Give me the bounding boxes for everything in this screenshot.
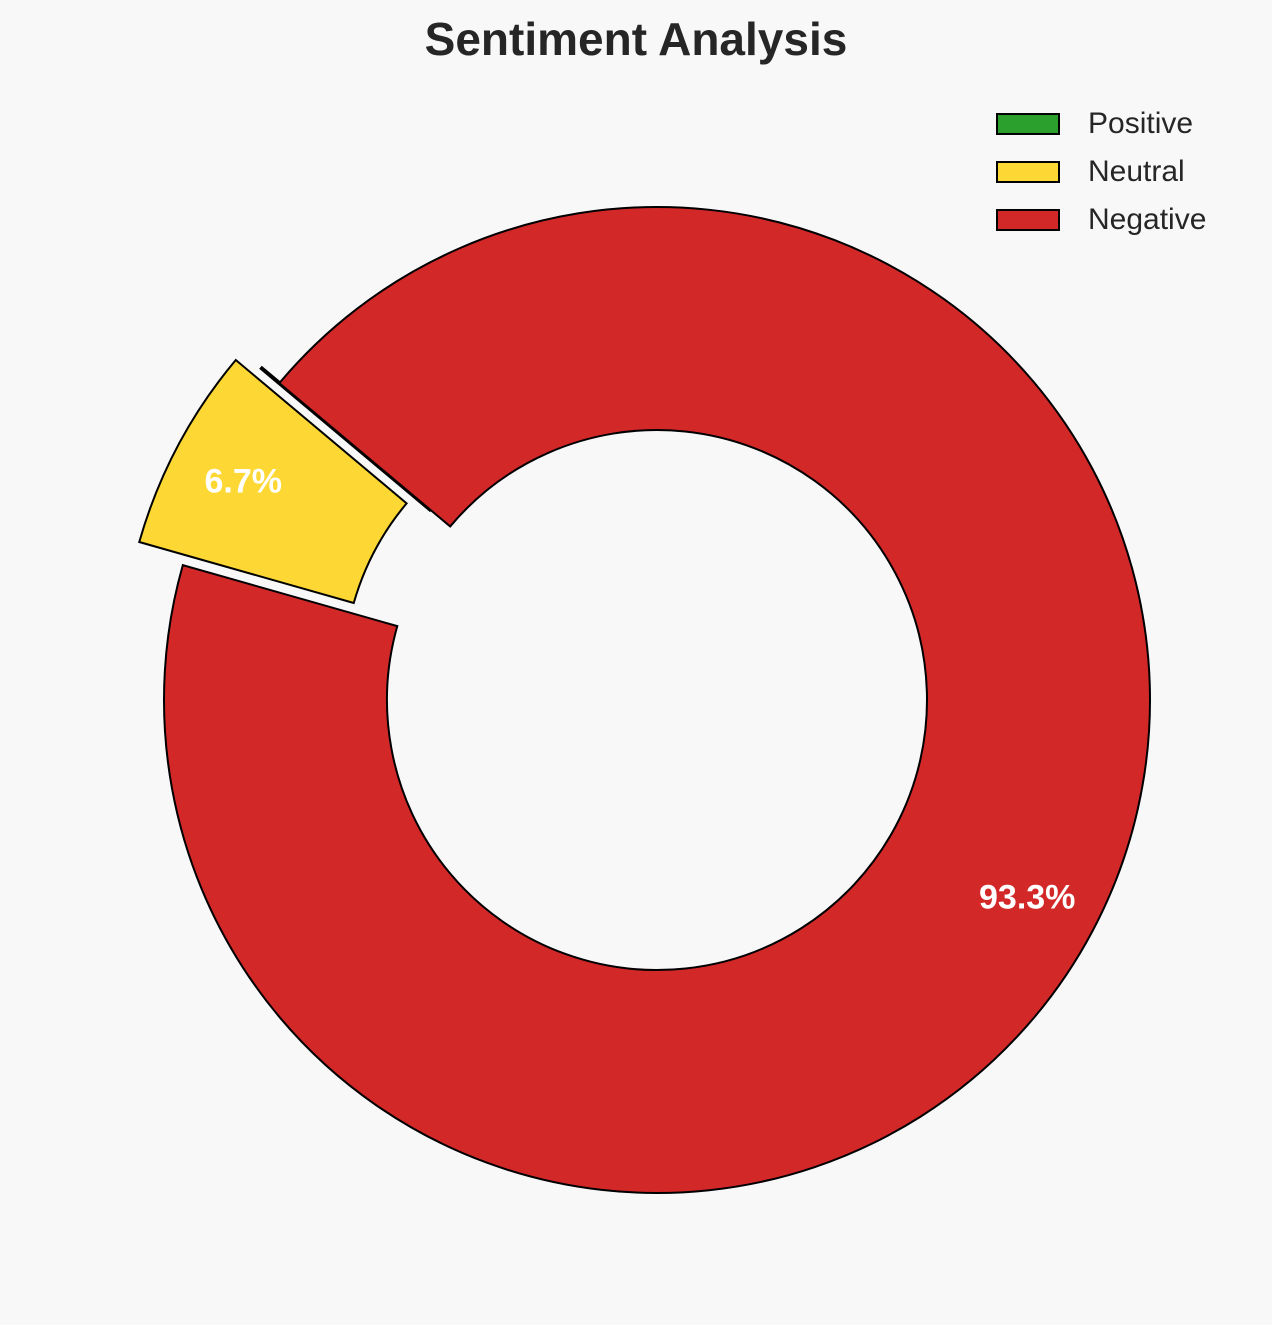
legend-swatch-neutral [996, 161, 1060, 183]
legend-item-neutral: Neutral [996, 148, 1206, 196]
legend-label: Positive [1088, 107, 1194, 140]
legend-label: Neutral [1088, 155, 1185, 188]
legend: Positive Neutral Negative [996, 100, 1206, 244]
legend-swatch-negative [996, 209, 1060, 231]
slice-label-neutral: 6.7% [204, 463, 282, 501]
legend-item-positive: Positive [996, 100, 1206, 148]
legend-item-negative: Negative [996, 196, 1206, 244]
slice-label-negative: 93.3% [979, 878, 1075, 916]
legend-swatch-positive [996, 113, 1060, 135]
slice-negative [163, 206, 1151, 1194]
legend-label: Negative [1088, 203, 1207, 236]
chart-title: Sentiment Analysis [424, 13, 848, 65]
slice-neutral [138, 358, 409, 605]
